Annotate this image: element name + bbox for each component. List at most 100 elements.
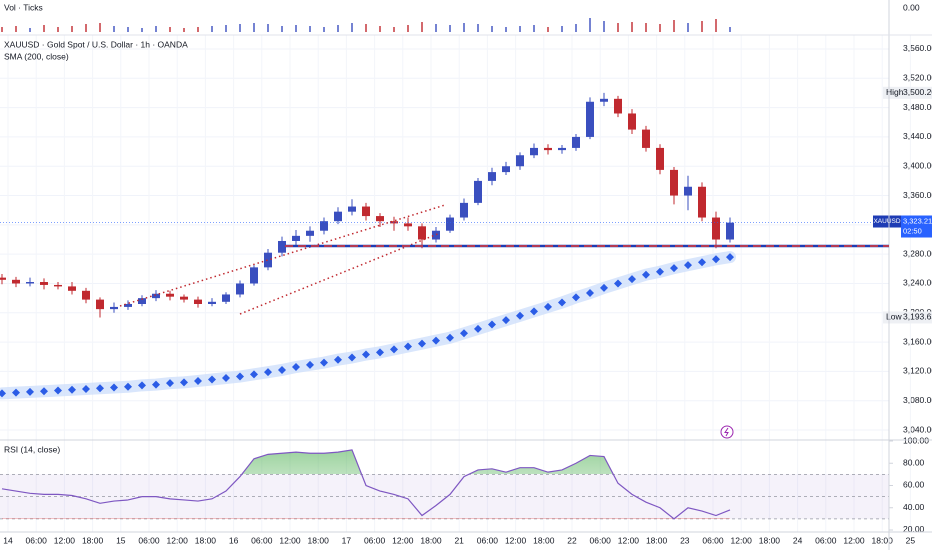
x-tick-label: 18:00 [195,535,217,545]
candle-body [698,186,706,218]
volume-bar [29,28,31,32]
x-tick-label: 12:00 [167,535,189,545]
volume-bar [575,24,577,32]
candle-body [54,284,62,287]
sma-marker [614,279,622,288]
sma-marker [502,316,510,325]
candle-body [642,129,650,148]
x-tick-label: 12:00 [392,535,414,545]
volume-bar [435,24,437,32]
rsi-tick-label: 80.00 [903,458,925,468]
sma-marker [516,311,524,320]
sma-marker [292,363,300,372]
x-tick-label: 06:00 [364,535,386,545]
volume-bar [533,25,535,32]
y-tick-label: 3,280.00 [903,248,932,258]
volume-bar [617,23,619,32]
volume-bar [687,23,689,32]
volume-bar [631,22,633,32]
sma-marker [110,383,118,392]
marker-label: High [886,87,904,97]
x-tick-label: 18:00 [82,535,104,545]
volume-bar [43,25,45,32]
sma-marker [12,388,20,397]
y-tick-label: 3,040.00 [903,424,932,434]
volume-bar [155,26,157,32]
volume-bar [211,26,213,32]
candle-body [516,155,524,167]
x-tick-label: 06:00 [477,535,499,545]
sma-legend: SMA (200, close) [4,51,69,61]
volume-bar [365,24,367,32]
volume-bar [57,27,59,32]
x-tick-label: 17 [342,535,352,545]
candle-body [586,101,594,137]
candle-body [726,222,734,240]
x-tick-label: 06:00 [26,535,48,545]
sma-marker [474,324,482,333]
x-tick-label: 12:00 [843,535,865,545]
volume-bar [267,24,269,32]
sma-marker [124,382,132,391]
volume-bar [225,25,227,32]
x-tick-label: 12:00 [279,535,301,545]
candle-body [264,252,272,268]
x-tick-label: 21 [454,535,464,545]
candle-body [544,147,552,151]
y-tick-label: 3,400.00 [903,160,932,170]
sma-marker [460,329,468,338]
y-tick-label: 3,080.00 [903,395,932,405]
sma-marker [684,261,692,270]
candle-body [292,235,300,241]
x-tick-label: 06:00 [815,535,837,545]
marker-label: Low [886,312,902,322]
sma-marker [278,365,286,374]
candle-body [404,223,412,227]
y-tick-label: 3,520.00 [903,73,932,83]
candle-body [222,294,230,302]
x-tick-label: 06:00 [590,535,612,545]
marker-box [883,311,932,324]
candle-body [82,290,90,300]
candle-body [40,282,48,285]
sma-marker [362,350,370,359]
volume-bar [281,26,283,32]
y-tick-label: 3,560.00 [903,43,932,53]
rsi-legend: RSI (14, close) [4,444,60,454]
candle-body [180,296,188,300]
sma-marker [264,368,272,377]
candle-body [418,226,426,240]
volume-bar [85,24,87,32]
sma-marker [446,333,454,342]
volume-bar [1,27,3,32]
y-tick-label: 3,480.00 [903,102,932,112]
candle-body [166,293,174,297]
trend-line[interactable] [119,204,446,307]
x-tick-label: 18:00 [420,535,442,545]
candle-body [502,166,510,173]
volume-bar [519,26,521,32]
sma-marker [418,339,426,348]
x-tick-label: 06:00 [138,535,160,545]
volume-bar [421,22,423,32]
candle-body [26,282,34,284]
candle-body [474,180,482,203]
y-tick-label: 3,440.00 [903,131,932,141]
sma-marker [0,389,6,398]
sma-marker [390,345,398,354]
volume-bar [715,19,717,32]
sma-marker [306,360,314,369]
volume-bar [239,24,241,32]
candle-body [712,217,720,240]
volume-bar [113,26,115,32]
volume-bar [309,26,311,32]
sma-marker [250,370,258,379]
sma-marker [138,381,146,390]
candle-body [348,206,356,212]
volume-bar [295,25,297,32]
sma-halo [0,251,736,400]
sma-marker [236,372,244,381]
sma-marker [628,275,636,284]
volume-bar [141,28,143,32]
candle-body [152,293,160,299]
